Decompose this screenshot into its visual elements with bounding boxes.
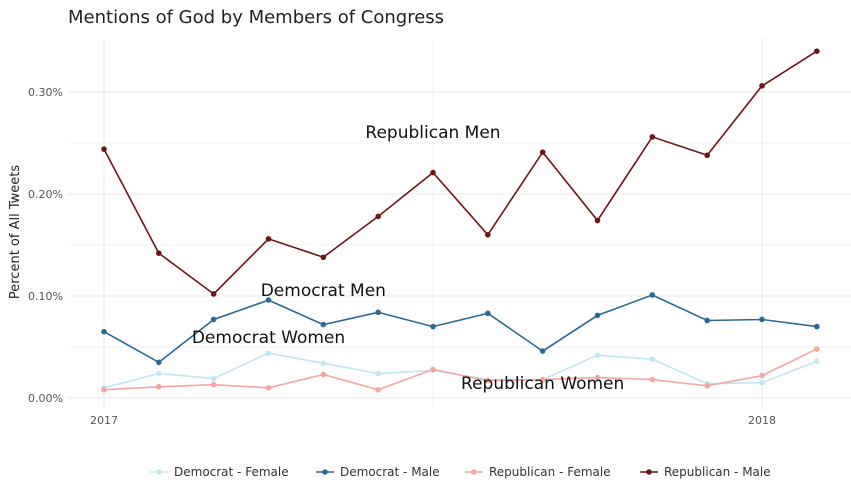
data-point-democrat-male (320, 321, 327, 328)
data-point-democrat-female (210, 375, 217, 382)
data-point-democrat-male (814, 323, 820, 330)
legend-label: Democrat - Female (174, 465, 289, 479)
data-point-democrat-male (704, 317, 710, 324)
data-point-republican-female (814, 346, 820, 352)
data-point-republican-male (759, 83, 765, 89)
data-point-republican-female (759, 372, 765, 379)
data-point-republican-female (594, 374, 601, 381)
data-point-republican-female (704, 382, 710, 389)
legend-swatch-point (646, 469, 652, 475)
data-point-democrat-female (759, 379, 765, 386)
data-point-democrat-female (375, 370, 381, 377)
legend-swatch-point (322, 469, 328, 475)
legend: Democrat - Female Democrat - Male Republic… (150, 465, 771, 479)
data-point-democrat-male (430, 323, 436, 330)
data-point-democrat-male (649, 292, 656, 298)
series-line-republican-female (103, 348, 818, 391)
series-lines (103, 50, 818, 391)
data-point-democrat-female (649, 356, 656, 363)
data-point-democrat-female (814, 358, 820, 365)
legend-swatch-point (156, 469, 162, 475)
annotation-label: Republican Women (461, 374, 624, 394)
data-point-democrat-male (156, 359, 162, 366)
chart-title: Mentions of God by Members of Congress (68, 7, 444, 28)
x-tick-label: 2018 (748, 414, 776, 427)
data-point-democrat-male (210, 316, 217, 323)
data-point-democrat-male (265, 297, 272, 303)
data-point-republican-female (649, 376, 656, 383)
y-tick-label: 0.30% (28, 86, 63, 99)
legend-label: Democrat - Male (340, 465, 440, 479)
data-point-democrat-female (156, 370, 162, 377)
data-point-republican-male (649, 134, 656, 140)
series-line-republican-male (103, 50, 818, 296)
series-points (101, 48, 820, 393)
data-point-republican-male (485, 232, 491, 238)
annotation-label: Democrat Men (261, 281, 386, 301)
legend-swatch-point (471, 469, 477, 475)
data-point-republican-female (210, 381, 217, 388)
x-axis-ticks: 2017 2018 (90, 414, 776, 427)
data-point-republican-female (430, 366, 436, 373)
data-point-republican-female (320, 371, 327, 378)
y-axis-label: Percent of All Tweets (8, 165, 23, 299)
data-point-democrat-male (101, 328, 107, 335)
data-point-republican-female (539, 376, 546, 383)
data-point-democrat-male (759, 316, 765, 323)
legend-item: Republican - Male (640, 465, 771, 479)
x-tick-label: 2017 (90, 414, 118, 427)
series-line-democrat-male (103, 294, 817, 364)
data-point-democrat-male (375, 309, 381, 316)
y-tick-label: 0.00% (28, 392, 63, 405)
data-point-democrat-male (485, 310, 491, 317)
data-point-republican-male (101, 146, 107, 152)
data-point-republican-male (814, 48, 820, 54)
data-point-democrat-male (539, 348, 546, 354)
y-axis-ticks: 0.00% 0.10% 0.20% 0.30% (28, 86, 63, 405)
annotation-label: Democrat Women (192, 328, 345, 348)
data-point-republican-female (375, 387, 381, 393)
data-point-republican-male (320, 254, 327, 261)
legend-label: Republican - Female (489, 465, 611, 479)
legend-item: Democrat - Male (316, 465, 440, 479)
data-point-republican-female (101, 387, 107, 393)
legend-label: Republican - Male (664, 465, 771, 479)
y-tick-label: 0.20% (28, 188, 63, 201)
data-point-republican-male (156, 250, 162, 256)
data-point-republican-male (594, 217, 601, 224)
data-point-republican-female (265, 385, 272, 391)
data-point-democrat-female (320, 360, 327, 367)
y-tick-label: 0.10% (28, 290, 63, 303)
data-point-republican-male (430, 169, 436, 176)
data-point-democrat-female (594, 352, 601, 358)
data-point-republican-female (156, 383, 162, 390)
legend-item: Democrat - Female (150, 465, 289, 479)
data-point-republican-male (210, 291, 217, 297)
annotation-label: Republican Men (365, 123, 500, 143)
data-point-republican-male (265, 236, 272, 242)
data-point-republican-male (704, 152, 710, 159)
data-point-democrat-female (265, 350, 272, 356)
grid (68, 38, 851, 410)
data-point-republican-female (485, 377, 491, 384)
annotations: Republican Men Democrat Men Democrat Women… (192, 123, 624, 394)
data-point-republican-male (375, 213, 381, 220)
legend-item: Republican - Female (465, 465, 611, 479)
data-point-republican-male (539, 149, 546, 155)
data-point-democrat-male (594, 312, 601, 319)
